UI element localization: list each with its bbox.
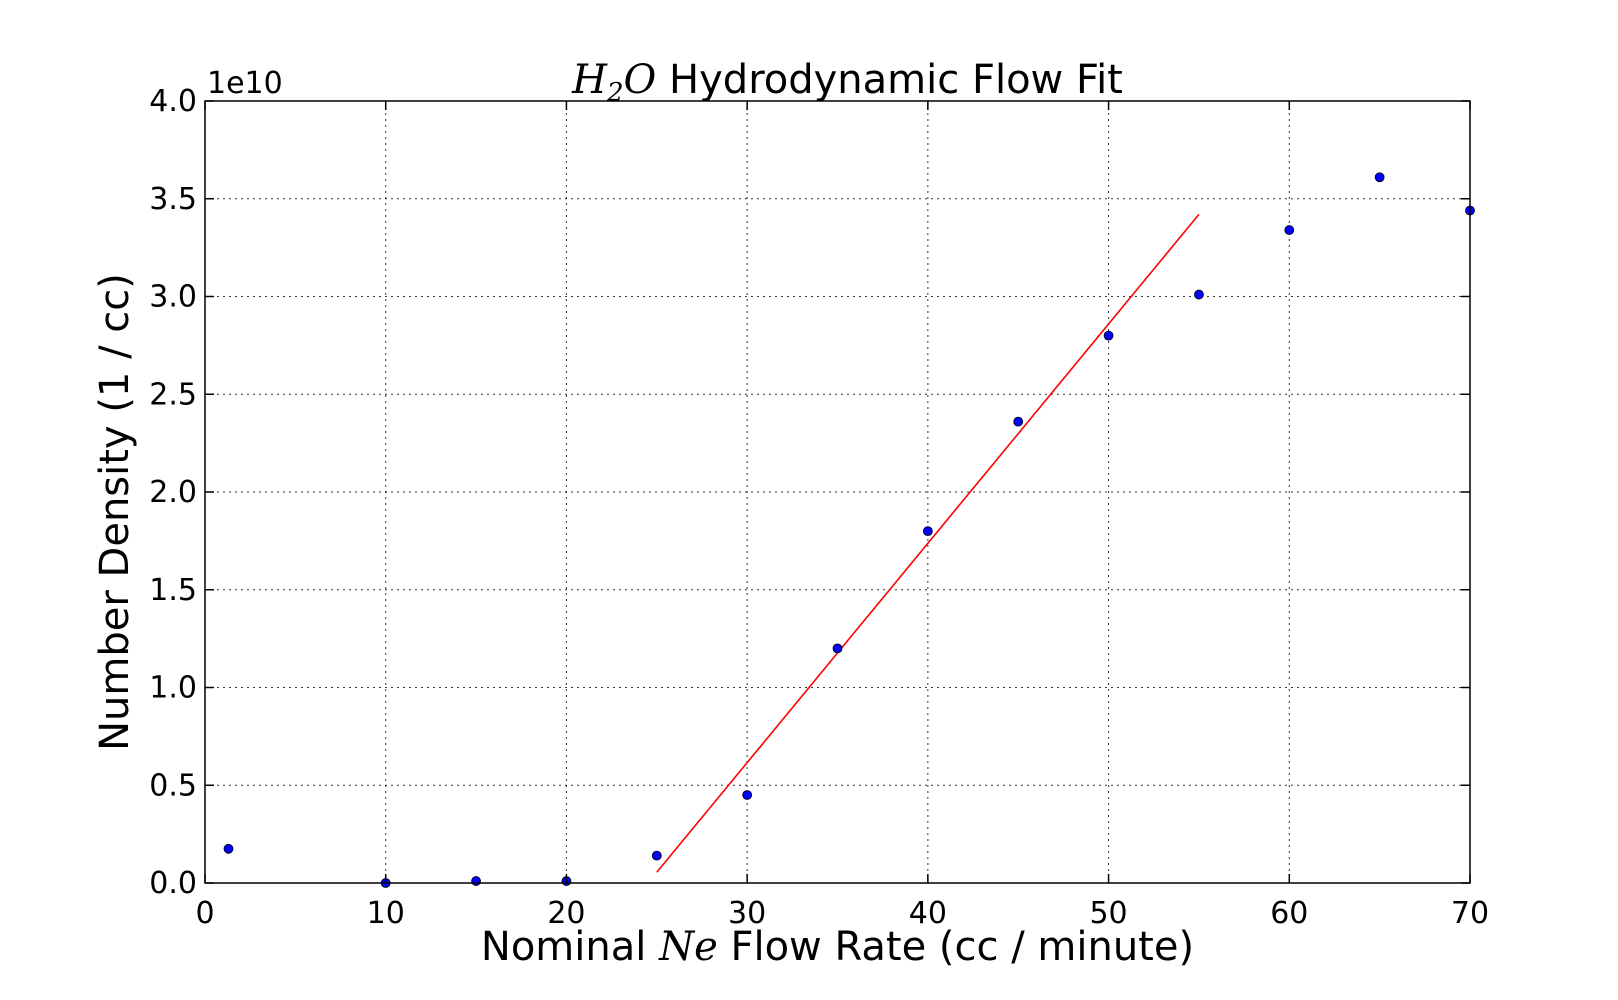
data-point bbox=[1013, 416, 1024, 427]
y-offset-label: 1e10 bbox=[207, 66, 283, 101]
x-tick-label: 50 bbox=[1089, 896, 1127, 931]
y-tick-label: 0.0 bbox=[149, 866, 197, 901]
y-tick-label: 3.5 bbox=[149, 182, 197, 217]
y-tick-label: 2.5 bbox=[149, 377, 197, 412]
fit-line-layer bbox=[656, 213, 1200, 873]
y-tick-label: 1.0 bbox=[149, 671, 197, 706]
data-point bbox=[832, 643, 843, 654]
title-math: H bbox=[571, 57, 608, 103]
title-text: Hydrodynamic Flow Fit bbox=[656, 57, 1123, 103]
data-point bbox=[1194, 289, 1204, 300]
x-tick-label: 40 bbox=[909, 896, 947, 931]
data-point bbox=[742, 790, 753, 800]
data-point bbox=[1103, 330, 1114, 341]
x-tick-label: 10 bbox=[367, 896, 405, 931]
data-point bbox=[1374, 172, 1385, 183]
data-points-layer bbox=[223, 172, 1475, 888]
fit-line bbox=[656, 213, 1200, 873]
axis-ticks bbox=[204, 100, 1471, 884]
data-point bbox=[223, 843, 234, 854]
x-tick-label: 30 bbox=[728, 896, 766, 931]
x-axis-label-post: Flow Rate (cc / minute) bbox=[718, 924, 1194, 970]
data-point bbox=[922, 526, 933, 536]
title-math-tail: O bbox=[624, 57, 657, 103]
y-tick-label: 2.0 bbox=[149, 475, 197, 510]
x-tick-label: 0 bbox=[195, 896, 214, 931]
x-tick-label: 70 bbox=[1451, 896, 1489, 931]
y-tick-label: 4.0 bbox=[149, 84, 197, 119]
grid-lines bbox=[204, 100, 1471, 884]
y-tick-label: 3.0 bbox=[149, 280, 197, 315]
x-axis-label-pre: Nominal bbox=[481, 924, 659, 970]
y-axis-label: Number Density (1 / cc) bbox=[92, 273, 138, 751]
data-point bbox=[651, 850, 662, 861]
x-tick-label: 20 bbox=[547, 896, 585, 931]
x-tick-labels: 0 10 20 30 40 50 60 70 bbox=[195, 896, 1489, 931]
data-point bbox=[471, 876, 481, 886]
y-tick-label: 1.5 bbox=[149, 573, 197, 608]
chart-title: H2O Hydrodynamic Flow Fit bbox=[571, 57, 1123, 108]
x-tick-label: 60 bbox=[1270, 896, 1308, 931]
title-math-subscript: 2 bbox=[606, 78, 624, 108]
y-tick-label: 0.5 bbox=[149, 768, 197, 803]
data-point bbox=[1284, 225, 1295, 235]
y-tick-labels: 0.0 0.5 1.0 1.5 2.0 2.5 3.0 3.5 4.0 bbox=[149, 84, 197, 901]
x-axis-label: Nominal Ne Flow Rate (cc / minute) bbox=[481, 924, 1194, 970]
x-axis-label-math: Ne bbox=[658, 924, 718, 970]
